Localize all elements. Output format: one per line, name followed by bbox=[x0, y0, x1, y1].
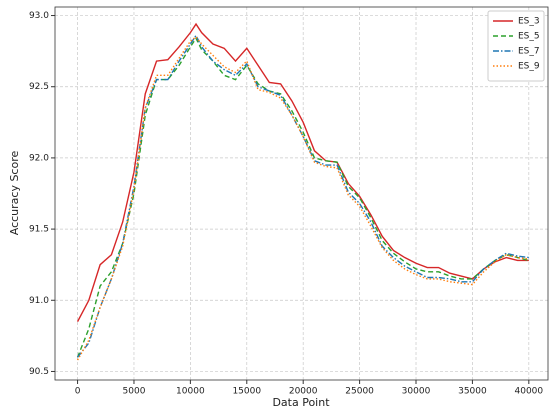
x-tick-label: 25000 bbox=[345, 387, 374, 397]
series-line bbox=[77, 34, 529, 358]
legend-label: ES_3 bbox=[518, 17, 540, 27]
x-tick-label: 15000 bbox=[232, 387, 261, 397]
legend-label: ES_9 bbox=[518, 62, 540, 72]
x-axis-title: Data Point bbox=[272, 396, 330, 409]
y-tick-label: 92.0 bbox=[29, 153, 49, 163]
legend-label: ES_7 bbox=[518, 47, 540, 57]
x-tick-label: 40000 bbox=[515, 387, 544, 397]
series-line bbox=[76, 22, 529, 322]
x-tick-label: 0 bbox=[75, 387, 81, 397]
x-tick-label: 5000 bbox=[123, 387, 146, 397]
legend-box bbox=[487, 10, 545, 82]
y-tick-label: 90.5 bbox=[29, 367, 49, 377]
y-tick-label: 91.0 bbox=[29, 296, 49, 306]
y-axis-title: Accuracy Score bbox=[8, 151, 21, 236]
y-tick-label: 91.5 bbox=[29, 225, 49, 235]
x-tick-label: 30000 bbox=[402, 387, 431, 397]
x-tick-label: 10000 bbox=[176, 387, 205, 397]
series-line bbox=[76, 35, 529, 361]
plot-frame bbox=[54, 6, 549, 381]
y-tick-label: 93.0 bbox=[29, 11, 49, 21]
x-tick-label: 20000 bbox=[289, 387, 318, 397]
x-tick-label: 35000 bbox=[458, 387, 487, 397]
legend-label: ES_5 bbox=[518, 32, 540, 42]
y-tick-label: 92.5 bbox=[29, 82, 49, 92]
